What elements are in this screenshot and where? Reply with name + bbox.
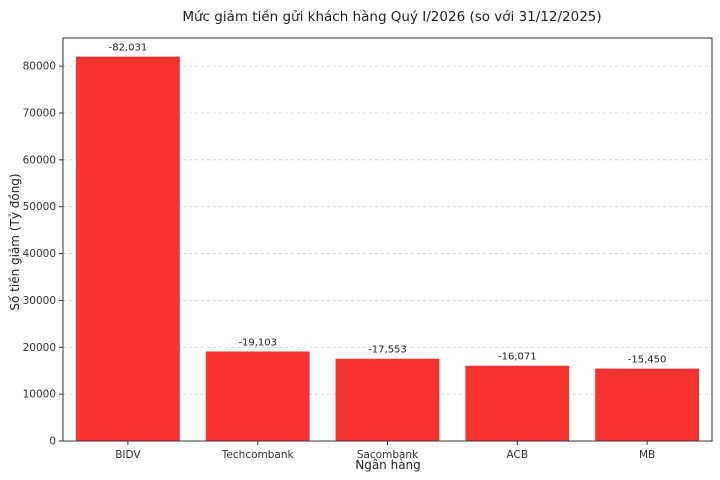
bars — [75, 56, 700, 442]
y-tick-label: 40000 — [23, 248, 56, 260]
bar-mb — [595, 368, 700, 441]
y-tick-label: 70000 — [23, 107, 56, 119]
y-tick-label: 60000 — [23, 154, 56, 166]
bar-techcombank — [205, 351, 310, 441]
x-tick-label: BIDV — [115, 449, 141, 461]
x-axis-ticks: BIDV Techcombank Sacombank ACB MB — [115, 441, 655, 461]
y-tick-label: 80000 — [23, 61, 56, 73]
y-tick-label: 20000 — [23, 342, 56, 354]
data-labels: -82,031 -19,103 -17,553 -16,071 -15,450 — [109, 43, 667, 366]
y-axis-ticks: 0 10000 20000 30000 40000 50000 60000 70000 8000… — [23, 61, 63, 448]
y-tick-label: 0 — [49, 436, 56, 448]
chart-title: Mức giảm tiền gửi khách hàng Quý I/2026 … — [182, 8, 601, 25]
x-tick-label: MB — [639, 449, 655, 461]
bar-bidv — [75, 56, 180, 442]
y-tick-label: 10000 — [23, 389, 56, 401]
y-tick-label: 50000 — [23, 201, 56, 213]
x-tick-label: ACB — [507, 449, 529, 461]
bar-acb — [465, 365, 570, 441]
data-label: -82,031 — [109, 43, 148, 54]
data-label: -17,553 — [368, 345, 407, 356]
x-axis-label: Ngân hàng — [355, 458, 421, 472]
bar-sacombank — [335, 358, 440, 441]
y-axis-label: Số tiền giảm (Tỷ đồng) — [8, 173, 22, 310]
y-tick-label: 30000 — [23, 295, 56, 307]
x-tick-label: Sacombank — [357, 449, 419, 461]
data-label: -19,103 — [238, 337, 277, 348]
data-label: -15,450 — [628, 355, 667, 366]
data-label: -16,071 — [498, 352, 537, 363]
x-tick-label: Techcombank — [221, 449, 295, 461]
